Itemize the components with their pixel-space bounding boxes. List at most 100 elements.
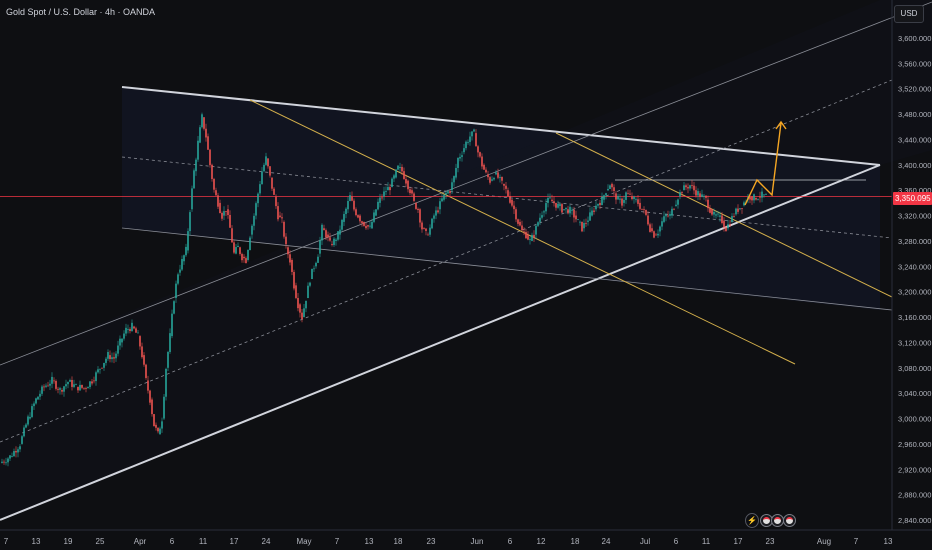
- candle-body: [89, 381, 91, 388]
- candle-body: [291, 259, 293, 272]
- candle-body: [723, 220, 725, 228]
- candle-body: [57, 388, 59, 390]
- flag-event-icon-3[interactable]: [783, 514, 796, 527]
- y-tick-label: 3,000.000: [898, 415, 931, 424]
- x-tick-label: 13: [365, 537, 374, 546]
- y-tick-label: 3,080.000: [898, 364, 931, 373]
- candle-body: [653, 231, 655, 238]
- candle-body: [467, 141, 469, 143]
- candle-body: [613, 187, 615, 192]
- x-tick-label: 11: [702, 537, 711, 546]
- candle-body: [231, 228, 233, 243]
- candle-body: [293, 271, 295, 289]
- candle-body: [499, 176, 501, 178]
- candle-body: [563, 209, 565, 210]
- candle-body: [281, 217, 283, 219]
- candle-body: [415, 202, 417, 209]
- candle-body: [449, 191, 451, 193]
- candle-body: [411, 190, 413, 194]
- candle-body: [655, 234, 657, 236]
- candle-body: [759, 196, 761, 198]
- candle-body: [399, 166, 401, 169]
- candle-body: [171, 313, 173, 337]
- candle-body: [495, 172, 497, 175]
- candle-body: [409, 189, 411, 194]
- candle-body: [437, 210, 439, 213]
- candle-body: [619, 198, 621, 200]
- y-tick-label: 3,040.000: [898, 389, 931, 398]
- candle-body: [69, 379, 71, 382]
- candle-body: [631, 196, 633, 200]
- candle-body: [477, 146, 479, 153]
- y-tick-label: 3,120.000: [898, 338, 931, 347]
- candle-body: [383, 191, 385, 197]
- currency-button[interactable]: USD: [894, 5, 924, 23]
- candle-body: [427, 234, 429, 236]
- candle-body: [203, 117, 205, 129]
- candle-body: [119, 338, 121, 346]
- candle-body: [73, 384, 75, 387]
- candle-body: [513, 205, 515, 210]
- lightning-icon[interactable]: ⚡: [745, 513, 759, 528]
- flag-event-icon-1[interactable]: [760, 514, 773, 527]
- x-tick-label: 23: [766, 537, 775, 546]
- candle-body: [765, 194, 767, 195]
- candle-body: [607, 188, 609, 191]
- candle-body: [675, 204, 677, 207]
- x-tick-label: 6: [170, 537, 175, 546]
- candle-body: [361, 221, 363, 224]
- candle-body: [143, 355, 145, 365]
- candle-body: [215, 190, 217, 196]
- candle-body: [471, 131, 473, 137]
- candle-body: [285, 236, 287, 245]
- candle-body: [421, 222, 423, 230]
- candle-body: [743, 202, 745, 206]
- projection-path: [744, 122, 782, 206]
- candle-body: [429, 227, 431, 235]
- candle-body: [487, 174, 489, 178]
- candle-body: [347, 200, 349, 210]
- x-tick-label: 24: [262, 537, 271, 546]
- support-line: [0, 164, 881, 521]
- y-tick-label: 3,240.000: [898, 262, 931, 271]
- candle-body: [303, 308, 305, 318]
- candle-body: [377, 201, 379, 210]
- candle-body: [7, 458, 9, 463]
- candle-body: [419, 209, 421, 223]
- candle-body: [195, 159, 197, 172]
- candle-body: [561, 204, 563, 213]
- candle-body: [185, 246, 187, 256]
- x-tick-label: 12: [537, 537, 546, 546]
- candle-body: [659, 226, 661, 232]
- candle-body: [397, 165, 399, 170]
- candle-body: [609, 185, 611, 189]
- candle-body: [679, 192, 681, 197]
- candle-body: [161, 421, 163, 429]
- candle-body: [521, 225, 523, 231]
- candle-body: [365, 225, 367, 229]
- candle-body: [469, 136, 471, 142]
- candle-body: [741, 208, 743, 209]
- candle-body: [109, 355, 111, 360]
- candle-body: [663, 216, 665, 222]
- candle-body: [133, 326, 135, 329]
- candle-body: [575, 215, 577, 220]
- candle-body: [107, 352, 109, 359]
- candle-body: [551, 199, 553, 202]
- candle-body: [255, 203, 257, 216]
- y-tick-label: 3,560.000: [898, 59, 931, 68]
- candle-body: [241, 253, 243, 261]
- candle-body: [207, 136, 209, 150]
- y-tick-label: 3,280.000: [898, 237, 931, 246]
- candle-body: [417, 208, 419, 211]
- candle-body: [567, 209, 569, 214]
- candle-body: [565, 207, 567, 210]
- channel-drawings: [0, 0, 932, 521]
- candle-body: [491, 179, 493, 181]
- candle-body: [305, 300, 307, 309]
- candle-body: [15, 451, 17, 453]
- candle-body: [17, 449, 19, 453]
- candle-body: [29, 416, 31, 419]
- price-axis: 3,600.000 3,560.000 3,520.000 3,480.000 3,44…: [898, 34, 931, 525]
